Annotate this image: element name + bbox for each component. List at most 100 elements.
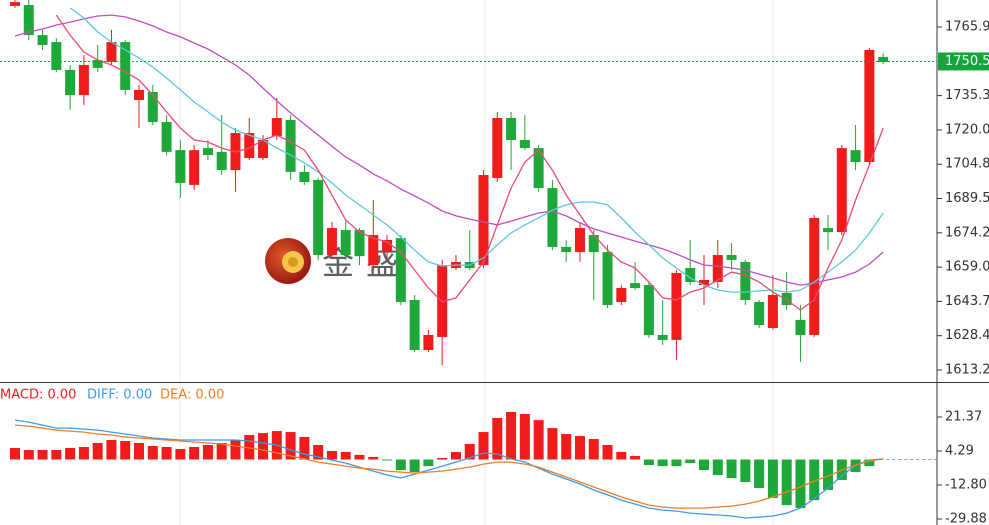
candle-body [602, 252, 613, 306]
macd-bar [602, 444, 613, 460]
candle-body [409, 299, 420, 351]
macd-bar [561, 434, 572, 460]
macd-bar [740, 459, 751, 483]
macd-bar [175, 448, 186, 460]
macd-bar [506, 411, 517, 460]
last-price-label: 1750.57 [945, 54, 989, 69]
candle-body [106, 42, 117, 63]
macd-bar [699, 459, 709, 471]
macd-bar [574, 436, 585, 460]
macd-bar [809, 459, 820, 501]
macd-bar [795, 459, 806, 509]
moving-average-line [14, 14, 884, 286]
candle-body [78, 64, 89, 96]
macd-bar [285, 432, 296, 460]
macd-bar [726, 459, 737, 479]
candle-body [616, 288, 627, 302]
candle-body [368, 235, 379, 266]
y-tick-label: 1689.55 [945, 191, 989, 206]
macd-bar [37, 449, 48, 460]
candle-body [699, 279, 709, 286]
candle-body [781, 292, 792, 306]
candle-body [23, 5, 34, 36]
candle-body [809, 217, 820, 335]
macd-bar [547, 428, 558, 460]
y-tick-label: 1613.20 [945, 363, 989, 378]
macd-bar [326, 450, 337, 460]
candle-body [685, 268, 696, 282]
macd-bar [189, 446, 200, 460]
candle-body [533, 148, 544, 189]
candle-body [836, 148, 847, 233]
candle-body [244, 133, 255, 158]
indicator-line [14, 424, 884, 509]
y-tick-label: 1659.01 [945, 260, 989, 275]
macd-bar [134, 443, 145, 460]
candle-body [850, 150, 861, 163]
candle-body [120, 42, 131, 90]
y-tick-label: 1765.91 [945, 19, 989, 34]
y-tick-label: 21.37 [945, 409, 982, 424]
macd-bar [395, 459, 406, 471]
y-tick-label: 1704.82 [945, 157, 989, 172]
y-tick-label: -12.80 [945, 477, 987, 492]
candle-body [492, 117, 503, 178]
macd-bar [781, 459, 792, 506]
candle-body [147, 91, 158, 123]
last-price-box [938, 52, 989, 71]
y-tick-label: 1643.74 [945, 294, 989, 309]
macd-bar [216, 443, 227, 460]
macd-bar [244, 435, 255, 460]
macd-bar [437, 457, 448, 460]
macd-bar [299, 437, 310, 460]
macd-bar [120, 441, 131, 460]
candle-body [271, 117, 282, 136]
macd-bar [616, 451, 627, 460]
candle-body [354, 230, 365, 257]
macd-bar [450, 451, 461, 460]
candle-body [299, 171, 310, 183]
macd-bar [588, 439, 599, 460]
macd-bar [754, 459, 765, 488]
candle-body [726, 255, 737, 260]
indicator-line [14, 419, 884, 519]
macd-bar [368, 456, 379, 460]
y-tick-label: 4.29 [945, 443, 974, 458]
moving-average-line [55, 14, 884, 311]
candle-body [37, 35, 48, 45]
candle-body [657, 334, 668, 340]
candle-body [643, 285, 654, 335]
macd-bar [630, 455, 641, 460]
y-tick-label: 1720.09 [945, 122, 989, 137]
candle-body [767, 294, 778, 329]
macd-bar [10, 447, 20, 460]
y-tick-label: 1735.36 [945, 88, 989, 103]
candle-body [175, 150, 186, 183]
candle-body [754, 301, 765, 326]
macd-bar [354, 454, 365, 460]
candle-body [506, 117, 517, 141]
candle-body [478, 175, 489, 266]
macd-bar [65, 447, 76, 460]
macd-bar [161, 446, 172, 460]
macd-bar [464, 443, 475, 460]
macd-bar [230, 440, 241, 460]
macd-bar [313, 444, 324, 460]
candle-body [547, 188, 558, 247]
candle-body [423, 334, 434, 351]
y-tick-label: 1674.28 [945, 225, 989, 240]
macd-bar [106, 440, 117, 460]
candle-body [795, 319, 806, 335]
candle-body [65, 69, 76, 96]
y-tick-label: -29.88 [945, 511, 987, 525]
candle-body [519, 140, 530, 149]
macd-bar [147, 445, 158, 460]
candle-body [864, 49, 875, 163]
macd-bar [643, 459, 654, 466]
macd-bar [685, 459, 696, 464]
macd-bar [712, 459, 723, 476]
macd-bar [78, 446, 89, 460]
candle-body [671, 272, 682, 340]
logo-coin-inner [288, 257, 298, 267]
